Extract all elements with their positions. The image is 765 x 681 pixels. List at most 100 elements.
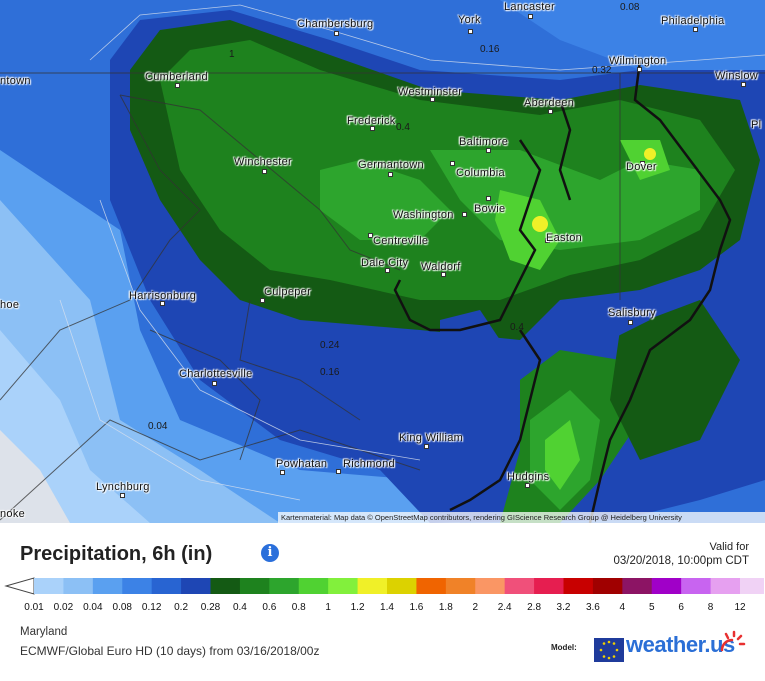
city-label: Bowie [474,203,506,215]
precipitation-legend [4,577,764,595]
legend-tick-label: 8 [707,602,714,613]
city-label: Cumberland [145,71,208,83]
precipitation-field [0,0,765,523]
legend-swatch [298,578,329,594]
city-label: Dale City [361,257,409,269]
model-label: Model: [551,643,577,652]
valid-time: 03/20/2018, 10:00pm CDT [613,555,749,567]
city-label: Powhatan [276,458,328,470]
legend-swatch [181,578,211,594]
legend-swatch [269,578,300,594]
legend-swatch [92,578,123,594]
city-label: York [458,14,481,26]
city-label: Lynchburg [96,481,150,493]
city-label: Richmond [343,458,395,470]
legend-tick-label: 0.12 [141,602,162,613]
legend-tick-label: 3.2 [556,602,571,613]
legend-tick-label: 4 [619,602,626,613]
isoline-label: 0.04 [148,421,168,432]
city-label: Germantown [358,159,424,171]
brand-logo[interactable]: weather.us [594,630,754,664]
legend-swatch [592,578,623,594]
legend-swatch [504,578,535,594]
city-label: Waldorf [421,261,461,273]
info-icon[interactable]: i [261,544,279,562]
city-label: Salisbury [608,307,656,319]
city-label: Culpeper [264,286,312,298]
legend-tick-label: 6 [678,602,684,613]
city-label: ntown [0,75,31,87]
legend-tick-label: 3.6 [585,602,600,613]
legend-swatch [651,578,682,594]
page-title: Precipitation, 6h (in) [20,543,213,565]
legend-swatch [710,578,741,594]
city-label: hoe [0,299,20,311]
legend-swatch [475,578,506,594]
legend-swatch [328,578,359,594]
legend-swatch [740,578,764,594]
sun-rays-icon [720,630,746,652]
map-attribution[interactable]: Kartenmaterial: Map data © OpenStreetMap… [278,512,765,523]
legend-swatch [681,578,712,594]
legend-swatch [445,578,476,594]
legend-swatch [534,578,564,594]
city-label: Westminster [398,86,463,98]
legend-tick-label: 2.4 [497,602,512,613]
city-label: Hudgins [507,471,550,483]
city-label: Philadelphia [661,15,725,27]
legend-swatch [622,578,653,594]
brand-name: weather.us [626,632,735,657]
city-label: Harrisonburg [129,290,197,302]
city-label: Aberdeen [524,97,575,109]
precipitation-map[interactable]: Lancaster York Chambersburg Philadelphia… [0,0,765,523]
isoline-label: 0.4 [396,122,410,133]
region-label: Maryland [20,626,68,638]
legend-tick-label: 2 [472,602,479,613]
legend-tick-label: 0.8 [291,602,306,613]
legend-swatch [151,578,182,594]
legend-tick-label: 1.2 [350,602,365,613]
isoline-label: 0.32 [592,65,612,76]
city-label: Wilmington [609,55,667,67]
city-label: Charlottesville [179,368,253,380]
city-label: Columbia [456,167,505,179]
legend-tick-label: 2.8 [527,602,542,613]
city-label: Chambersburg [297,18,374,30]
isoline-label: 1 [229,49,235,60]
valid-label: Valid for [709,541,749,553]
city-label: Easton [546,232,583,244]
city-label: Baltimore [459,136,509,148]
city-label: noke [0,508,26,520]
legend-tick-label: 0.01 [24,602,44,613]
city-label: Winslow [715,70,759,82]
legend-tick-label: 0.02 [53,602,74,613]
model-description: ECMWF/Global Euro HD (10 days) from 03/1… [20,644,320,658]
legend-swatch [63,578,94,594]
isoline-label: 0.08 [620,2,640,13]
legend-tick-label: 1.6 [409,602,424,613]
city-label: Frederick [347,115,396,127]
city-label: Centreville [373,235,429,247]
legend-swatch [122,578,153,594]
legend-tick-label: 1.4 [380,602,394,613]
legend-tick-label: 0.2 [174,602,189,613]
legend-tick-label: 0.04 [83,602,103,613]
legend-swatch [357,578,388,594]
isoline-label: 0.4 [510,322,524,333]
legend-arrow-low [4,577,35,595]
isoline-label: 0.24 [320,340,340,351]
legend-swatch [416,578,447,594]
legend-swatch [563,578,594,594]
legend-swatch [34,578,64,594]
legend-tick-label: 0.08 [112,602,132,613]
city-label: Dover [626,161,657,173]
city-label: King William [399,432,464,444]
isoline-label: 0.16 [480,44,500,55]
city-label: Lancaster [504,1,556,13]
eu-flag-icon [594,638,624,662]
city-label: Winchester [234,156,293,168]
legend-tick-label: 0.28 [200,602,221,613]
legend-swatch [239,578,270,594]
city-label: Washington [393,209,454,221]
legend-tick-label: 0.6 [262,602,277,613]
